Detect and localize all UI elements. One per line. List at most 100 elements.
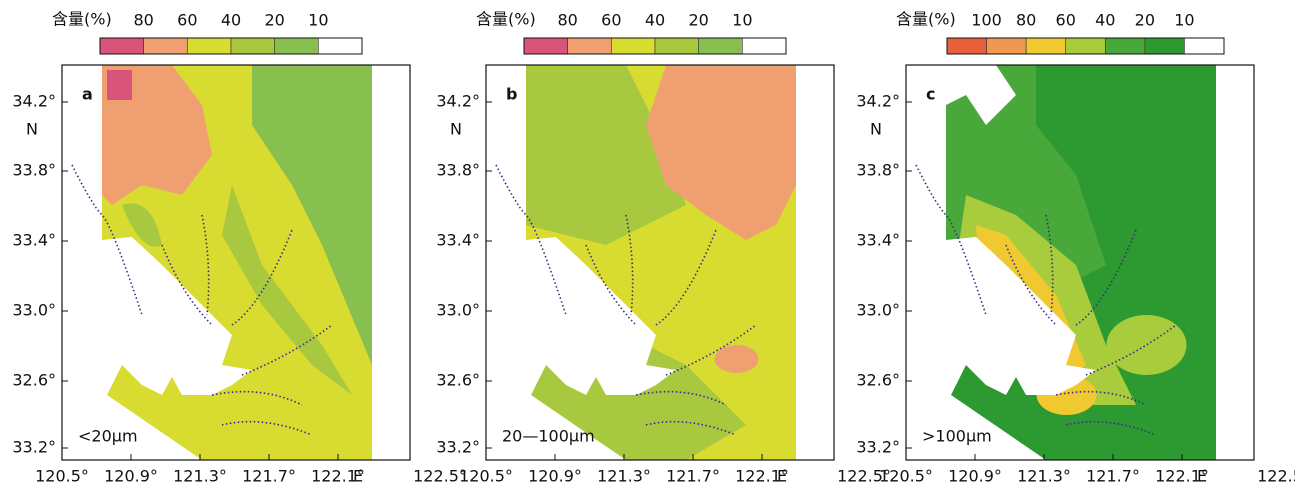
panel: 含量(%) 100 80 60 40 20 10 c >100μm 34.2° 33.8° 33.4°… — [856, 10, 1295, 486]
legend-swatch — [986, 37, 1027, 55]
legend-swatch — [1104, 37, 1146, 55]
legend-swatch — [946, 37, 987, 55]
channel — [231, 229, 293, 326]
x-tick-label: 121.7° — [1086, 467, 1140, 486]
legend-swatch — [318, 37, 363, 55]
channel — [221, 420, 313, 436]
channel — [1085, 324, 1177, 376]
x-tick-label: 122.1° — [311, 467, 365, 486]
panel: 含量(%) 80 60 40 20 10 b 20—100μm 34.2° 33.8° 33.4° 3… — [436, 10, 891, 486]
contour-region — [107, 70, 132, 100]
legend-tick: 40 — [221, 11, 241, 30]
legend-tick: 10 — [1174, 11, 1194, 30]
legend-swatch — [1184, 37, 1225, 55]
channel — [241, 324, 333, 376]
size-label: <20μm — [78, 427, 138, 446]
map: b 20—100μm 34.2° 33.8° 33.4° 33.0° 32.6° 33.2° N… — [436, 64, 891, 486]
x-tick-label: 121.7° — [666, 467, 720, 486]
y-unit: N — [450, 120, 462, 139]
panel-label: c — [926, 85, 935, 104]
map: c >100μm 34.2° 33.8° 33.4° 33.0° 32.6° 33.2° N 12… — [856, 64, 1295, 486]
legend-tick: 80 — [557, 11, 577, 30]
y-tick-label: 33.2° — [856, 438, 900, 457]
channel — [655, 229, 717, 326]
y-tick-label: 33.0° — [436, 301, 480, 320]
legend-tick: 40 — [645, 11, 665, 30]
legend-swatch — [1065, 37, 1106, 55]
legend-swatch — [698, 37, 743, 55]
y-tick-label: 32.6° — [12, 371, 56, 390]
contour-region — [1106, 315, 1187, 375]
legend-title: 含量(%) — [476, 10, 536, 29]
x-tick-label: 120.5° — [459, 467, 513, 486]
x-tick-label: 122.5° — [413, 467, 467, 486]
y-tick-label: 34.2° — [12, 92, 56, 111]
y-unit: N — [26, 120, 38, 139]
y-tick-label: 33.4° — [856, 231, 900, 250]
x-unit: E — [1197, 467, 1207, 486]
size-label: >100μm — [922, 427, 992, 446]
legend-swatch — [742, 37, 787, 55]
outside — [796, 65, 834, 460]
contour-region — [526, 65, 686, 245]
land — [486, 65, 676, 460]
y-tick-label: 33.8° — [12, 161, 56, 180]
contour-region — [165, 120, 190, 148]
legend-tick: 40 — [1095, 11, 1115, 30]
contour-region — [646, 65, 796, 240]
map: a <20μm 34.2° 33.8° 33.4° 33.0° 32.6° 33.2° N 120… — [12, 64, 467, 486]
y-tick-label: 33.0° — [856, 301, 900, 320]
contour-region — [122, 203, 162, 247]
legend-swatch — [654, 37, 699, 55]
y-unit: N — [870, 120, 882, 139]
x-tick-label: 121.3° — [173, 467, 227, 486]
panel-label: b — [506, 85, 517, 104]
contour-region — [222, 185, 352, 395]
frame — [485, 64, 835, 461]
outside — [372, 65, 410, 460]
legend-swatch — [274, 37, 319, 55]
legend-swatch — [99, 37, 144, 55]
land — [62, 65, 252, 460]
channel — [645, 420, 737, 436]
x-tick-label: 122.1° — [1155, 467, 1209, 486]
white-area — [946, 65, 1016, 125]
legend-swatch — [230, 37, 275, 55]
y-tick-label: 33.8° — [856, 161, 900, 180]
legend-title: 含量(%) — [896, 10, 956, 29]
y-tick-label: 33.2° — [12, 438, 56, 457]
x-tick-label: 120.5° — [879, 467, 933, 486]
y-tick-label: 33.0° — [12, 301, 56, 320]
channel — [71, 164, 143, 316]
legend-title: 含量(%) — [52, 10, 112, 29]
legend-tick: 60 — [177, 11, 197, 30]
legend-swatch — [523, 37, 568, 55]
channel — [1065, 420, 1157, 436]
size-label: 20—100μm — [502, 427, 595, 446]
legend-swatch — [567, 37, 612, 55]
x-tick-label: 122.5° — [837, 467, 891, 486]
legend-frame — [99, 37, 363, 55]
x-tick-label: 121.3° — [1017, 467, 1071, 486]
x-tick-label: 120.9° — [948, 467, 1002, 486]
y-tick-label: 33.2° — [436, 438, 480, 457]
panel-label: a — [82, 85, 93, 104]
legend-tick: 10 — [732, 11, 752, 30]
y-tick-label: 34.2° — [856, 92, 900, 111]
y-tick-label: 32.6° — [856, 371, 900, 390]
legend-frame — [946, 37, 1225, 55]
legend-swatch — [1025, 37, 1067, 55]
legend-tick: 60 — [601, 11, 621, 30]
frame — [61, 64, 411, 461]
x-tick-label: 121.7° — [242, 467, 296, 486]
legend-tick: 100 — [971, 11, 1002, 30]
channel — [915, 164, 987, 316]
legend-tick: 20 — [264, 11, 284, 30]
x-tick-label: 122.5° — [1257, 467, 1295, 486]
y-tick-label: 34.2° — [436, 92, 480, 111]
land — [906, 65, 1096, 460]
y-tick-label: 33.4° — [436, 231, 480, 250]
y-tick-label: 33.8° — [436, 161, 480, 180]
y-tick-label: 33.4° — [12, 231, 56, 250]
